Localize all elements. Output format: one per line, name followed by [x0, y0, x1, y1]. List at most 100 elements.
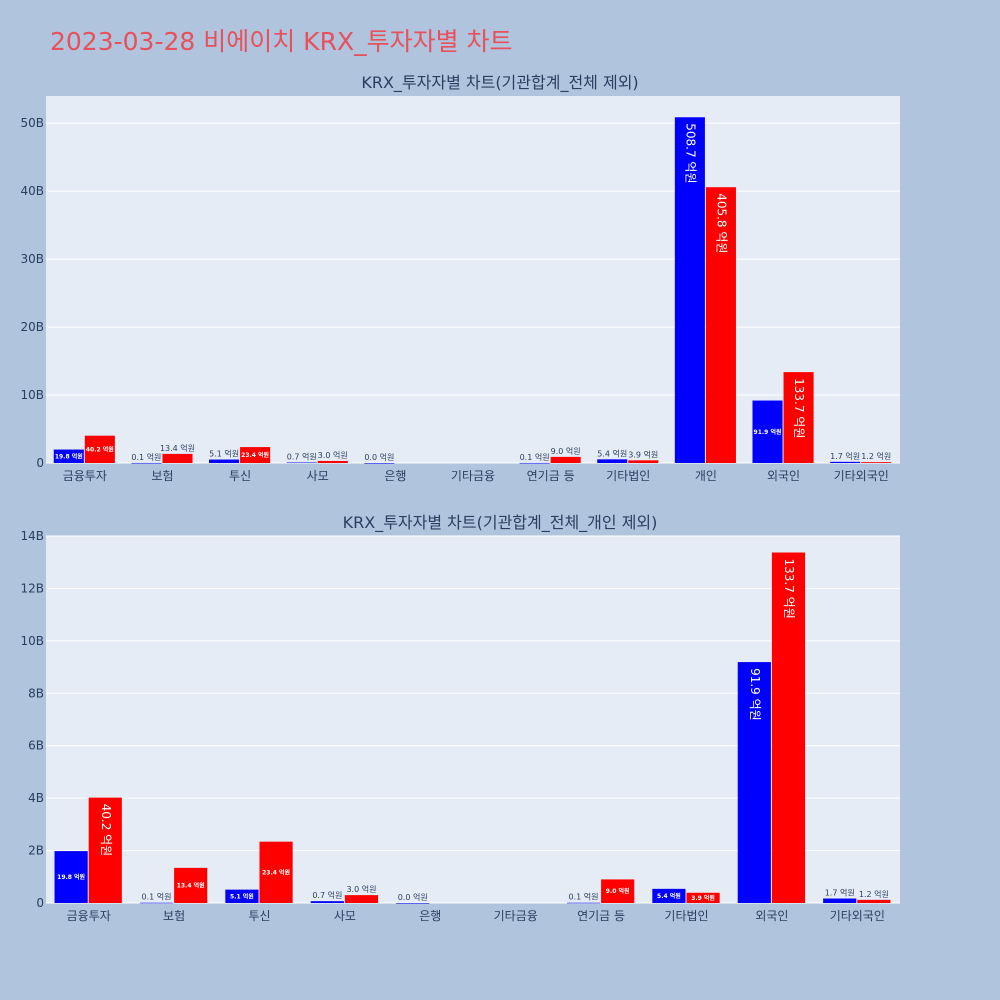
- bar-sell: [705, 187, 736, 463]
- data-label: 19.8 억원: [57, 873, 85, 881]
- bar-sell: [601, 879, 635, 903]
- y-tick-label: 12B: [20, 581, 44, 595]
- data-label: 0.7 억원: [312, 890, 342, 900]
- data-label: 133.7 억원: [782, 559, 796, 619]
- data-label: 1.2 억원: [859, 889, 889, 899]
- data-label: 91.9 억원: [748, 668, 762, 721]
- y-tick-label: 10B: [20, 634, 44, 648]
- bar-buy: [286, 462, 317, 464]
- y-tick-label: 6B: [28, 739, 44, 753]
- bar-sell: [857, 899, 891, 903]
- x-tick-label: 금융투자: [63, 469, 107, 483]
- x-tick-label: 연기금 등: [527, 469, 575, 483]
- y-tick-label: 50B: [20, 116, 44, 130]
- bar-sell: [84, 435, 115, 463]
- data-label: 3.0 억원: [318, 450, 348, 460]
- bar-buy: [830, 461, 861, 463]
- data-label: 405.8 억원: [714, 193, 728, 253]
- y-tick-label: 2B: [28, 844, 44, 858]
- data-label: 5.4 억원: [597, 448, 627, 458]
- x-tick-label: 개인: [695, 469, 717, 483]
- y-tick-label: 0: [36, 456, 44, 470]
- bar-sell: [628, 460, 659, 463]
- data-label: 9.0 억원: [551, 446, 581, 456]
- bar-buy: [131, 462, 162, 464]
- bar-buy: [54, 851, 88, 903]
- data-label: 508.7 억원: [683, 123, 697, 183]
- x-tick-label: 기타외국인: [834, 469, 889, 483]
- chart-title: KRX_투자자별 차트(기관합계_전체 제외): [361, 73, 638, 93]
- data-label: 133.7 억원: [792, 378, 806, 438]
- bar-buy: [737, 662, 771, 903]
- bar-buy: [674, 117, 705, 464]
- data-label: 23.4 억원: [262, 868, 290, 876]
- data-label: 1.2 억원: [861, 451, 891, 461]
- x-tick-label: 금융투자: [67, 909, 111, 923]
- data-label: 5.1 억원: [209, 449, 239, 459]
- data-label: 0.1 억원: [142, 892, 172, 902]
- bar-sell: [783, 372, 814, 463]
- data-label: 3.9 억원: [691, 894, 715, 902]
- x-tick-label: 기타법인: [606, 469, 650, 483]
- x-tick-label: 보험: [151, 469, 173, 483]
- bar-sell: [174, 867, 208, 903]
- bar-buy: [566, 902, 601, 904]
- bar-buy: [364, 463, 395, 464]
- x-tick-label: 사모: [307, 469, 329, 483]
- x-tick-label: 연기금 등: [577, 909, 625, 923]
- bar-sell: [550, 456, 581, 463]
- y-tick-label: 0: [36, 896, 44, 910]
- data-label: 23.4 억원: [241, 451, 269, 459]
- bar-buy: [396, 903, 430, 904]
- bar-sell: [861, 462, 892, 463]
- bar-buy: [652, 888, 686, 903]
- data-label: 13.4 억원: [160, 443, 195, 453]
- data-label: 40.2 억원: [86, 445, 114, 453]
- data-label: 9.0 억원: [606, 887, 630, 895]
- y-tick-label: 8B: [28, 686, 44, 700]
- data-label: 0.0 억원: [364, 452, 394, 462]
- data-label: 0.7 억원: [287, 452, 317, 462]
- data-label: 0.1 억원: [520, 452, 550, 462]
- bar-sell: [88, 797, 122, 903]
- y-tick-label: 20B: [20, 320, 44, 334]
- bar-sell: [259, 841, 293, 903]
- x-tick-label: 사모: [334, 909, 356, 923]
- x-tick-label: 은행: [384, 468, 406, 483]
- bar-buy: [310, 901, 344, 903]
- chart-title: KRX_투자자별 차트(기관합계_전체_개인 제외): [343, 513, 658, 533]
- data-label: 3.0 억원: [346, 884, 376, 894]
- page-title: 2023-03-28 비에이치 KRX_투자자별 차트: [50, 27, 513, 56]
- chart-investor-excl-individual: KRX_투자자별 차트(기관합계_전체_개인 제외) 0 2B 4B 6B 8B 10B 12…: [20, 513, 900, 923]
- bar-buy: [823, 898, 857, 903]
- bar-sell: [771, 552, 806, 903]
- y-tick-label: 10B: [20, 388, 44, 402]
- data-label: 40.2 억원: [99, 804, 113, 857]
- bar-buy: [209, 459, 240, 463]
- data-label: 0.1 억원: [131, 452, 161, 462]
- x-tick-label: 투신: [229, 469, 251, 483]
- data-label: 3.9 억원: [628, 449, 658, 459]
- bar-buy: [139, 902, 174, 904]
- data-label: 0.1 억원: [569, 892, 599, 902]
- data-label: 5.4 억원: [657, 892, 681, 900]
- data-label: 5.1 억원: [230, 892, 254, 900]
- bar-sell: [317, 460, 348, 463]
- data-label: 1.7 억원: [825, 888, 855, 898]
- bar-buy: [519, 462, 550, 464]
- bar-buy: [53, 449, 84, 463]
- bar-sell: [344, 895, 379, 903]
- y-tick-label: 30B: [20, 252, 44, 266]
- x-tick-label: 외국인: [767, 469, 800, 483]
- data-label: 1.7 억원: [830, 451, 860, 461]
- bar-sell: [162, 453, 193, 463]
- y-tick-label: 14B: [20, 529, 44, 543]
- x-tick-label: 기타금융: [494, 909, 538, 923]
- data-label: 0.0 억원: [398, 892, 428, 902]
- x-tick-label: 기타외국인: [830, 909, 885, 923]
- data-label: 91.9 억원: [754, 428, 782, 436]
- y-tick-label: 40B: [20, 184, 44, 198]
- bar-sell: [686, 892, 720, 903]
- x-tick-label: 은행: [419, 908, 441, 923]
- bar-buy: [752, 400, 783, 463]
